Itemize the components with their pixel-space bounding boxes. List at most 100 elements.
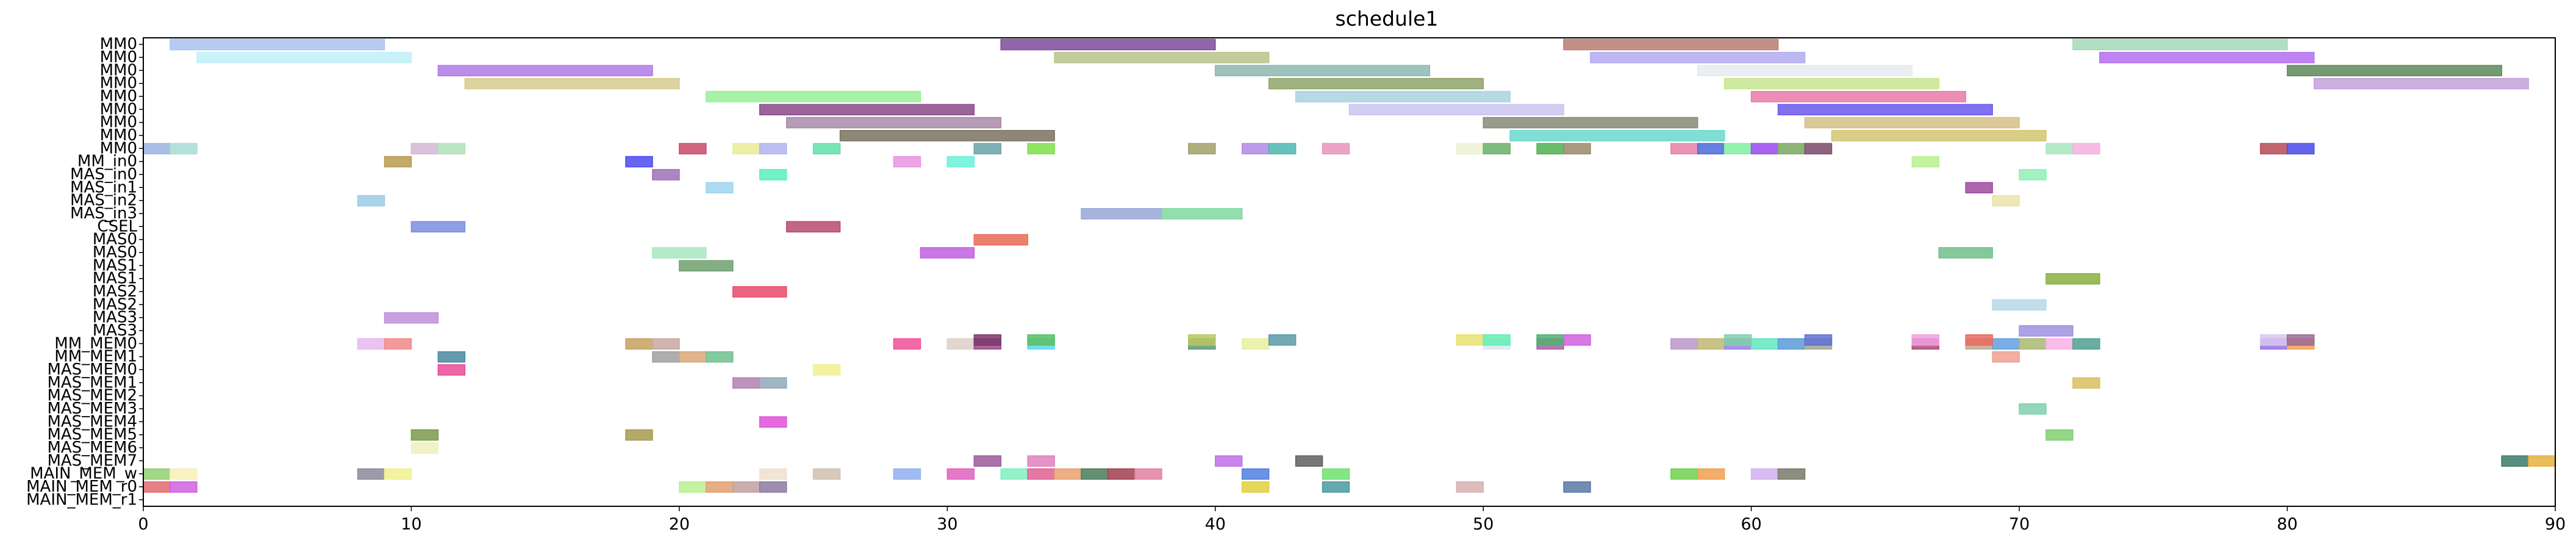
y-tick-label: CSEL	[97, 217, 137, 235]
task-bar	[384, 468, 412, 480]
x-tick-label: 40	[1205, 515, 1226, 534]
task-bar	[1107, 468, 1136, 480]
task-bar	[1456, 334, 1484, 346]
task-bar	[1965, 334, 1993, 346]
task-bar	[652, 351, 680, 363]
task-bar	[384, 312, 439, 324]
y-tick-label: MAS_in0	[70, 165, 137, 184]
task-bar	[1241, 468, 1270, 480]
task-bar	[1161, 208, 1243, 220]
task-bar	[1697, 338, 1725, 350]
task-bar	[1054, 468, 1082, 480]
task-bar	[1322, 143, 1350, 155]
task-bar	[2045, 273, 2100, 285]
task-bar	[2072, 143, 2100, 155]
task-bar	[2313, 77, 2529, 90]
y-axis: MM0MM0MM0MM0MM0MM0MM0MM0MM0MM_in0MAS_in0…	[26, 35, 143, 509]
x-tick-label: 80	[2277, 515, 2297, 534]
task-bar	[652, 247, 707, 259]
y-tick-label: MM0	[100, 139, 137, 157]
task-bar	[437, 351, 466, 363]
task-bar	[732, 143, 760, 155]
task-bar	[1295, 91, 1511, 102]
task-bar	[464, 77, 680, 90]
task-bar	[812, 364, 841, 376]
y-tick-label: MAS_in1	[70, 178, 137, 196]
task-bar	[2286, 65, 2502, 77]
y-tick-label: MM0	[100, 48, 137, 66]
y-tick-label: MM0	[100, 74, 137, 93]
task-bar	[1750, 338, 1779, 350]
task-bar	[2072, 338, 2100, 350]
x-axis: 0 10 20 30 40 50 60 70 80 90	[138, 506, 2566, 534]
task-bar	[1215, 65, 1431, 77]
y-tick-label: MAS2	[93, 295, 137, 314]
task-bar	[1268, 334, 1297, 346]
task-bar	[946, 338, 975, 350]
task-bar	[1804, 117, 2020, 129]
y-tick-label: MAS_MEM6	[47, 439, 137, 457]
task-bar	[785, 117, 1001, 129]
task-bar	[1563, 334, 1591, 346]
task-bar	[759, 468, 787, 480]
task-bar	[437, 364, 466, 376]
y-tick-label: MM0	[100, 100, 137, 118]
task-bar	[946, 468, 975, 480]
task-bar	[973, 234, 1028, 246]
y-tick-label: MAS_MEM1	[47, 373, 137, 392]
task-bar	[785, 221, 841, 233]
x-tick-label: 50	[1473, 515, 1494, 534]
y-tick-label: MAS1	[93, 256, 137, 274]
task-bar	[1027, 143, 1055, 155]
task-bar	[1241, 338, 1270, 350]
y-tick-label: MAS3	[93, 321, 137, 340]
y-tick-label: MAS_MEM4	[47, 412, 137, 431]
task-bar	[1027, 334, 1055, 346]
task-bar	[143, 481, 171, 493]
task-bar	[410, 442, 439, 454]
task-bar	[679, 143, 707, 155]
task-bar	[2259, 334, 2288, 346]
task-bar	[1750, 91, 1966, 102]
task-bar	[1000, 38, 1216, 51]
task-bar	[1777, 104, 1993, 116]
y-tick-label: MAS_in3	[70, 204, 137, 223]
task-bar	[652, 169, 680, 181]
task-bar	[1992, 299, 2047, 311]
task-bar	[1536, 334, 1564, 346]
task-bar	[1241, 143, 1270, 155]
task-bar	[973, 455, 1001, 467]
task-bar	[1804, 334, 1833, 346]
task-bar	[839, 130, 1055, 142]
task-bar	[1777, 143, 1806, 155]
task-bar	[1027, 455, 1055, 467]
task-bar	[1295, 455, 1323, 467]
task-bar	[1750, 143, 1779, 155]
task-bars	[143, 38, 2556, 493]
task-bar	[2259, 143, 2288, 155]
task-bar	[1670, 338, 1698, 350]
task-bar	[1000, 468, 1028, 480]
task-bar	[1563, 481, 1591, 493]
y-tick-label: MAS1	[93, 270, 137, 288]
task-bar	[732, 377, 760, 389]
x-tick-label: 30	[937, 515, 957, 534]
task-bar	[1723, 143, 1752, 155]
task-bar	[384, 156, 412, 168]
y-tick-label: MAS3	[93, 309, 137, 327]
task-bar	[1750, 468, 1779, 480]
task-bar	[1723, 77, 1940, 90]
plot-frame	[143, 37, 2556, 507]
task-bar	[2019, 169, 2047, 181]
task-bar	[410, 143, 439, 155]
y-tick-label: MAS_in2	[70, 192, 137, 210]
task-bar	[2072, 38, 2288, 51]
task-bar	[1134, 468, 1162, 480]
task-bar	[1456, 143, 1484, 155]
task-bar	[1723, 334, 1752, 346]
task-bar	[1670, 143, 1698, 155]
task-bar	[1563, 143, 1591, 155]
task-bar	[2072, 377, 2100, 389]
task-bar	[812, 143, 841, 155]
